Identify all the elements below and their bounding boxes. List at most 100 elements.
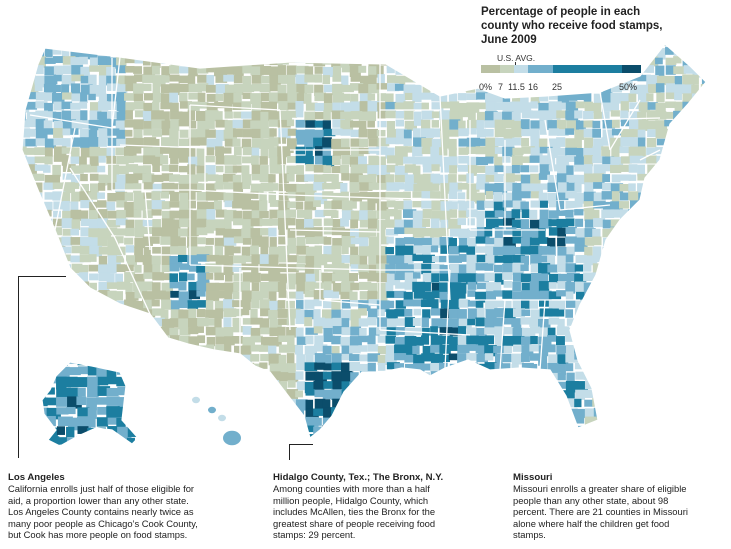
county-cell xyxy=(169,138,179,150)
county-cell xyxy=(242,182,251,190)
state-border xyxy=(54,127,76,231)
county-cell xyxy=(493,192,503,203)
county-cell xyxy=(250,191,259,199)
county-cell xyxy=(53,255,62,266)
county-cell xyxy=(323,264,336,272)
county-cell xyxy=(466,254,479,265)
county-cell xyxy=(278,255,287,263)
county-cell xyxy=(350,282,360,291)
county-cell xyxy=(152,282,161,294)
county-cell xyxy=(430,191,441,200)
county-cell xyxy=(178,309,191,320)
county-cell xyxy=(385,174,395,184)
county-cell xyxy=(88,74,97,86)
county-cell xyxy=(134,227,145,238)
county-cell xyxy=(296,282,310,294)
county-cell xyxy=(206,290,220,302)
county-cell xyxy=(97,406,112,415)
legend-swatch-25-50 xyxy=(553,65,622,73)
county-cell xyxy=(61,282,74,291)
county-cell xyxy=(377,137,390,147)
county-cell xyxy=(188,210,198,221)
county-cell xyxy=(629,309,642,321)
county-cell xyxy=(268,291,277,301)
county-cell xyxy=(511,353,524,365)
county-cell xyxy=(295,65,309,74)
county-cell xyxy=(385,354,397,365)
county-cell xyxy=(42,397,48,407)
county-cell xyxy=(511,380,521,392)
county-cell xyxy=(628,353,638,364)
county-cell xyxy=(413,299,427,307)
county-cell xyxy=(259,299,270,309)
county-cell xyxy=(287,308,301,319)
county-cell xyxy=(692,219,702,227)
county-cell xyxy=(439,371,451,382)
county-cell xyxy=(377,164,391,177)
county-cell xyxy=(26,92,40,100)
county-cell xyxy=(619,308,633,318)
county-cell xyxy=(179,335,190,345)
county-cell xyxy=(136,376,138,388)
county-cell xyxy=(304,299,315,309)
county-cell xyxy=(46,427,58,438)
county-cell xyxy=(377,102,387,112)
county-cell xyxy=(601,111,610,122)
county-cell xyxy=(179,390,190,400)
county-cell xyxy=(178,111,189,123)
county-cell xyxy=(556,218,569,228)
county-cell xyxy=(206,102,218,112)
county-cell xyxy=(700,182,706,193)
county-cell xyxy=(304,74,317,83)
county-cell xyxy=(467,290,476,297)
county-cell xyxy=(431,210,442,221)
county-cell xyxy=(169,246,183,255)
county-cell xyxy=(358,363,372,372)
county-cell xyxy=(89,345,101,357)
county-cell xyxy=(430,435,443,438)
county-cell xyxy=(484,345,497,357)
county-cell xyxy=(80,66,90,77)
county-cell xyxy=(413,111,422,122)
county-cell xyxy=(593,426,606,436)
county-cell xyxy=(277,210,291,219)
county-cell xyxy=(197,137,207,146)
county-cell xyxy=(494,210,504,218)
county-cell xyxy=(593,308,604,320)
county-cell xyxy=(700,425,706,435)
county-cell xyxy=(656,353,667,361)
county-cell xyxy=(692,416,702,426)
county-cell xyxy=(323,363,333,371)
county-cell xyxy=(277,146,291,158)
county-cell xyxy=(458,120,466,131)
county-cell xyxy=(268,309,278,320)
county-cell xyxy=(674,264,682,274)
county-cell xyxy=(206,254,220,262)
county-cell xyxy=(70,165,84,174)
county-cell xyxy=(34,434,45,438)
county-cell xyxy=(52,92,65,104)
county-cell xyxy=(223,182,237,190)
county-cell xyxy=(205,399,214,408)
county-cell xyxy=(557,318,565,331)
county-cell xyxy=(485,398,494,407)
county-cell xyxy=(376,210,390,220)
county-cell xyxy=(403,291,413,303)
county-cell xyxy=(520,273,533,283)
county-cell xyxy=(251,236,262,247)
county-cell xyxy=(655,254,666,265)
county-cell xyxy=(350,246,359,258)
county-cell xyxy=(179,372,190,382)
county-cell xyxy=(96,437,106,446)
county-cell xyxy=(260,101,273,113)
county-cell xyxy=(565,74,576,86)
legend-tick-50: 50% xyxy=(619,82,638,92)
county-cell xyxy=(629,155,643,164)
county-cell xyxy=(205,371,219,379)
county-cell xyxy=(134,110,145,118)
county-cell xyxy=(107,192,118,202)
county-cell xyxy=(413,372,426,383)
county-cell xyxy=(529,390,539,399)
county-cell xyxy=(674,147,683,157)
county-cell xyxy=(682,93,694,104)
